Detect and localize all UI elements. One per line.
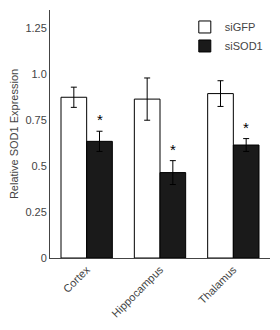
svg-text:1.25: 1.25 xyxy=(25,22,46,34)
svg-text:*: * xyxy=(97,111,103,128)
svg-text:siSOD1: siSOD1 xyxy=(225,40,263,52)
svg-text:0.25: 0.25 xyxy=(25,206,46,218)
svg-text:0: 0 xyxy=(41,252,47,264)
svg-text:Thalamus: Thalamus xyxy=(196,263,239,306)
svg-text:Hippocampus: Hippocampus xyxy=(109,263,165,319)
svg-text:Relative SOD1 Expression: Relative SOD1 Expression xyxy=(8,69,20,199)
svg-text:0.5: 0.5 xyxy=(32,160,47,172)
svg-text:*: * xyxy=(243,119,249,136)
svg-text:1.0: 1.0 xyxy=(32,68,47,80)
svg-text:0.75: 0.75 xyxy=(25,114,46,126)
svg-text:Cortex: Cortex xyxy=(61,263,93,295)
svg-text:siGFP: siGFP xyxy=(225,21,256,33)
svg-text:*: * xyxy=(170,141,176,158)
